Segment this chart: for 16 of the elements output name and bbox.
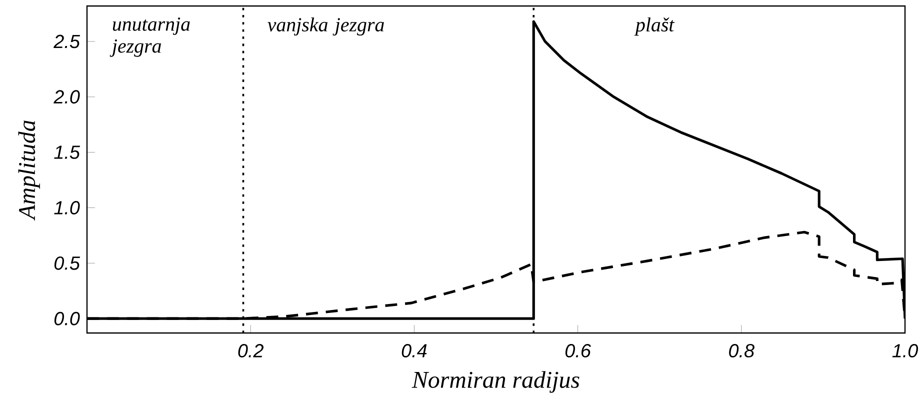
x-axis-title: Normiran radijus bbox=[412, 371, 580, 393]
y-axis-title: Amplituda bbox=[18, 120, 40, 221]
annotation: vanjska jezgra bbox=[268, 17, 384, 36]
y-tick-label: 0.5 bbox=[54, 256, 80, 270]
x-tick-label: 0.6 bbox=[565, 344, 591, 358]
x-tick-label: 0.8 bbox=[729, 344, 754, 358]
annotation: plašt bbox=[634, 17, 675, 36]
y-tick-label: 2.5 bbox=[54, 34, 80, 48]
x-tick-label: 1.0 bbox=[892, 344, 918, 358]
x-tick-label: 0.2 bbox=[238, 344, 264, 358]
annotation: unutarnja jezgra bbox=[110, 17, 190, 57]
y-tick-label: 2.0 bbox=[54, 90, 80, 104]
x-tick-label: 0.4 bbox=[402, 344, 427, 358]
y-tick-label: 0.0 bbox=[54, 312, 80, 326]
y-tick-label: 1.5 bbox=[54, 146, 80, 159]
y-tick-label: 1.0 bbox=[54, 201, 80, 214]
